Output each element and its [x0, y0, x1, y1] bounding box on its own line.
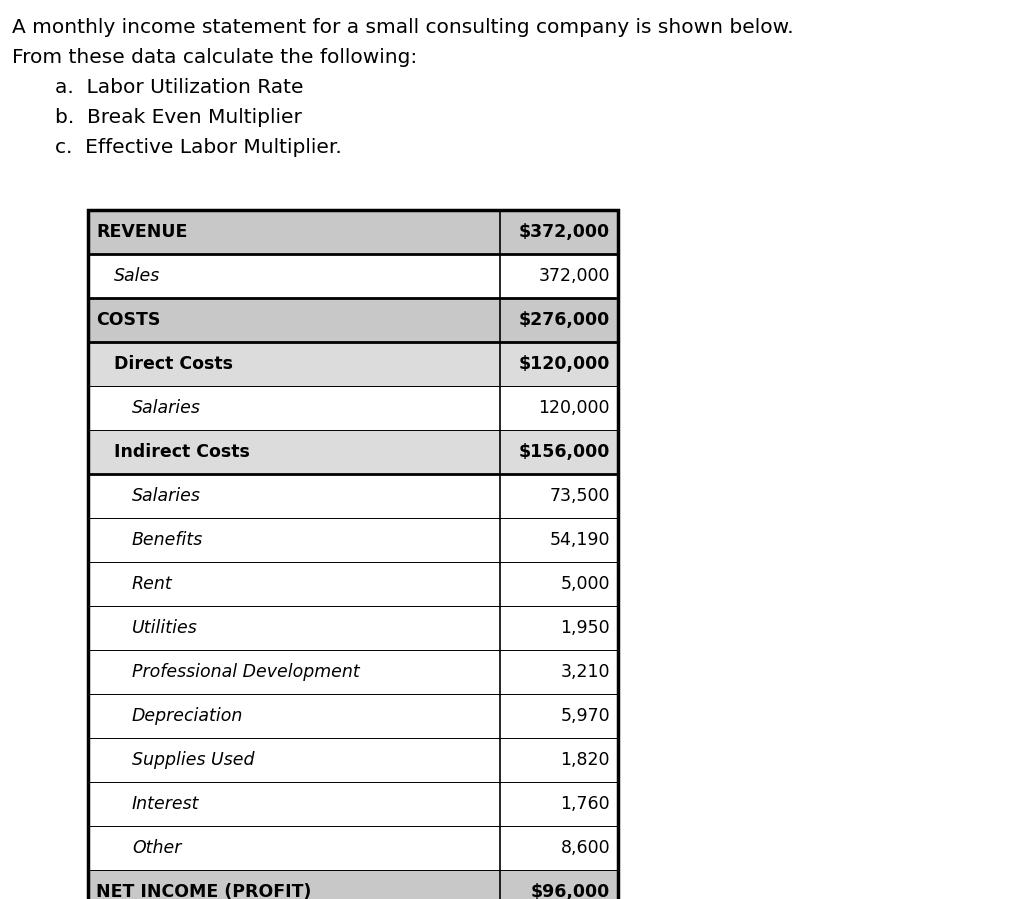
Text: 372,000: 372,000: [539, 267, 610, 285]
Text: 3,210: 3,210: [560, 663, 610, 681]
Bar: [88, 606, 618, 650]
Text: 8,600: 8,600: [560, 839, 610, 857]
Text: a.  Labor Utilization Rate: a. Labor Utilization Rate: [55, 78, 303, 97]
Bar: [88, 430, 618, 474]
Text: Salaries: Salaries: [132, 487, 201, 505]
Text: Benefits: Benefits: [132, 531, 203, 549]
Bar: [88, 826, 618, 870]
Text: REVENUE: REVENUE: [96, 223, 187, 241]
Text: b.  Break Even Multiplier: b. Break Even Multiplier: [55, 108, 302, 127]
Bar: [88, 298, 618, 342]
Bar: [88, 210, 618, 899]
Text: 5,000: 5,000: [560, 575, 610, 593]
Text: Other: Other: [132, 839, 181, 857]
Text: Rent: Rent: [132, 575, 173, 593]
Text: 5,970: 5,970: [560, 707, 610, 725]
Bar: [88, 386, 618, 430]
Bar: [88, 518, 618, 562]
Text: COSTS: COSTS: [96, 311, 161, 329]
Text: $120,000: $120,000: [518, 355, 610, 373]
Text: 1,950: 1,950: [560, 619, 610, 637]
Text: From these data calculate the following:: From these data calculate the following:: [12, 48, 417, 67]
Text: $276,000: $276,000: [519, 311, 610, 329]
Text: 54,190: 54,190: [550, 531, 610, 549]
Text: $156,000: $156,000: [518, 443, 610, 461]
Text: Supplies Used: Supplies Used: [132, 751, 255, 769]
Bar: [88, 342, 618, 386]
Bar: [88, 562, 618, 606]
Text: Sales: Sales: [114, 267, 160, 285]
Bar: [88, 650, 618, 694]
Text: NET INCOME (PROFIT): NET INCOME (PROFIT): [96, 883, 311, 899]
Text: c.  Effective Labor Multiplier.: c. Effective Labor Multiplier.: [55, 138, 342, 157]
Text: 73,500: 73,500: [550, 487, 610, 505]
Text: $96,000: $96,000: [530, 883, 610, 899]
Bar: [88, 210, 618, 254]
Text: Direct Costs: Direct Costs: [114, 355, 233, 373]
Bar: [88, 738, 618, 782]
Text: Interest: Interest: [132, 795, 200, 813]
Text: Indirect Costs: Indirect Costs: [114, 443, 250, 461]
Bar: [88, 694, 618, 738]
Text: $372,000: $372,000: [519, 223, 610, 241]
Text: Professional Development: Professional Development: [132, 663, 359, 681]
Text: 1,760: 1,760: [560, 795, 610, 813]
Bar: [88, 870, 618, 899]
Text: Salaries: Salaries: [132, 399, 201, 417]
Text: 120,000: 120,000: [539, 399, 610, 417]
Bar: [88, 474, 618, 518]
Text: Depreciation: Depreciation: [132, 707, 244, 725]
Text: 1,820: 1,820: [560, 751, 610, 769]
Text: Utilities: Utilities: [132, 619, 198, 637]
Text: A monthly income statement for a small consulting company is shown below.: A monthly income statement for a small c…: [12, 18, 794, 37]
Bar: [88, 782, 618, 826]
Bar: [88, 254, 618, 298]
